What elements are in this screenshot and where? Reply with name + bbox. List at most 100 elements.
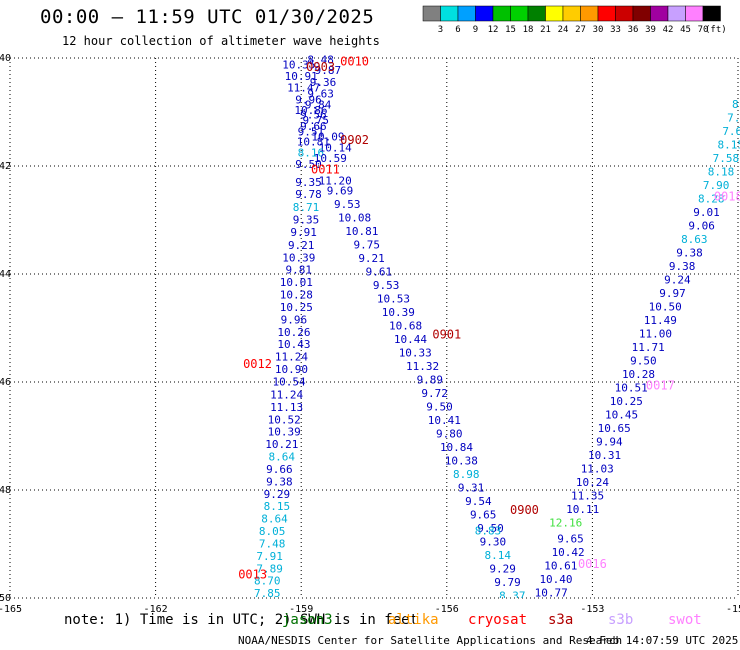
wave-height-label: 12.16 [549,516,582,529]
color-scale-label: 36 [628,25,639,35]
wave-height-label: 10.84 [440,441,473,454]
wave-height-label: 7.48 [259,537,286,550]
wave-height-label: 9.31 [458,481,485,494]
satellite-name-s3a: s3a [548,612,574,628]
pass-time-label: 0900 [510,503,539,517]
wave-height-label: 9.30 [480,535,507,548]
x-tick-label: -162 [144,604,168,615]
wave-height-label: 10.52 [268,413,301,426]
color-swatch [702,5,721,22]
wave-height-label: 8.63 [681,233,708,246]
wave-height-label: 9.80 [436,427,463,440]
wave-height-label: 10.39 [268,426,301,439]
wave-height-label: 10.51 [615,381,648,394]
x-tick-label: -150 [726,604,740,615]
wave-height-label: 9.72 [421,387,448,400]
satellite-name-cryosat: cryosat [468,612,528,628]
wave-height-label: 8.64 [261,513,288,526]
wave-height-label: 7.91 [256,550,283,563]
x-tick-label: -165 [0,604,22,615]
wave-height-label: 9.36 [310,76,337,89]
wave-height-label: 11.35 [571,489,604,502]
wave-height-label: 9.65 [470,508,497,521]
color-scale-label: 45 [680,25,691,35]
wave-height-label: 9.69 [327,184,354,197]
wave-height-label: 10.68 [389,319,422,332]
wave-height-label: 8.05 [259,525,286,538]
wave-height-label: 10.43 [277,338,310,351]
wave-height-label: 11.03 [581,462,614,475]
color-scale-label: 42 [663,25,674,35]
wave-height-label: 9.65 [557,533,584,546]
chart-title: 00:00 – 11:59 UTC 01/30/2025 [40,6,375,28]
color-scale-label: 15 [505,25,516,35]
credit-line: NOAA/NESDIS Center for Satellite Applica… [238,634,623,647]
color-scale-label: 6 [455,25,460,35]
wave-height-label: 11.49 [644,314,677,327]
chart-subtitle: 12 hour collection of altimeter wave hei… [62,34,380,48]
pass-time-label: 0901 [432,327,461,341]
wave-height-label: 10.11 [566,503,599,516]
wave-height-label: 9.21 [288,239,315,252]
wave-height-label: 9.53 [334,198,361,211]
wave-height-label: 10.91 [285,70,318,83]
wave-height-label: 8.15 [717,138,740,151]
color-scale-label: 33 [610,25,621,35]
wave-height-label: 9.24 [664,273,691,286]
generation-timestamp: 4 Feb 14:07:59 UTC 2025 [586,634,739,647]
satellite-name-swot: swot [668,612,702,628]
wave-height-label: 7.90 [703,179,730,192]
color-scale-label: 27 [575,25,586,35]
wave-height-label: 10.53 [377,292,410,305]
wave-height-label: 9.29 [264,488,291,501]
wave-height-label: 8.28 [698,192,725,205]
wave-height-label: 9.81 [286,264,313,277]
wave-height-label: 8.71 [293,201,320,214]
pass-time-label: 0017 [646,379,675,393]
wave-height-label: 10.31 [588,449,621,462]
wave-height-label: 10.28 [622,368,655,381]
wave-height-label: 10.01 [280,276,313,289]
pass-time-label: 0016 [578,557,607,571]
pass-time-label: 0012 [243,357,272,371]
wave-height-label: 10.40 [539,573,572,586]
color-scale-legend: 3 6 9 12 15 18 21 24 27 30 33 36 39 42 45 70(ft) [422,5,727,35]
wave-height-label: 10.65 [598,422,631,435]
pass-time-label: 0018 [714,190,740,204]
wave-height-label: 8.18 [708,165,735,178]
color-scale-label: 39 [645,25,656,35]
wave-height-label: 9.21 [358,252,385,265]
wave-height-label: 9.87 [315,64,342,77]
wave-height-label: 7.13 [727,111,740,124]
wave-height-label: 7.58 [713,152,740,165]
wave-height-label: 9.61 [366,265,393,278]
wave-height-label: 9.35 [293,213,320,226]
wave-height-label: 9.89 [417,373,444,386]
wave-height-label: 10.21 [265,438,298,451]
wave-height-label: 9.56 [300,109,327,122]
satellite-name-jason3: jason3 [282,612,333,628]
wave-height-label: 10.24 [576,476,609,489]
color-scale-unit: (ft) [705,25,727,35]
wave-height-label: 9.96 [295,94,322,107]
wave-height-label: 10.14 [319,142,352,155]
wave-height-label: 10.90 [275,363,308,376]
wave-height-label: 9.66 [266,463,293,476]
x-tick-label: -159 [289,604,313,615]
x-tick-label: -156 [435,604,459,615]
wave-height-label: 9.53 [373,279,400,292]
satellite-name-altika: altika [388,612,439,628]
wave-height-label: 9.38 [669,260,696,273]
wave-height-label: 9.79 [494,576,521,589]
y-tick-label: -42 [0,161,11,172]
wave-height-label: 9.50 [426,400,453,413]
wave-height-label: 10.08 [338,211,371,224]
wave-height-label: 8.16 [298,147,325,160]
wave-height-label: 7.89 [256,562,283,575]
pass-time-label: 0902 [340,133,369,147]
y-tick-label: -44 [0,269,11,280]
wave-height-label: 11.00 [639,327,672,340]
wave-height-label: 10.09 [311,130,344,143]
wave-height-label: 9.06 [688,219,715,232]
color-scale-label: 21 [540,25,551,35]
